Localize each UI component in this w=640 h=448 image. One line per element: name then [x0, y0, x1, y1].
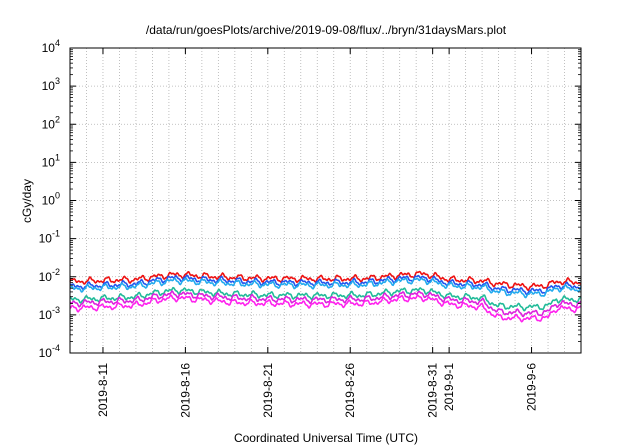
series-line	[69, 294, 582, 323]
y-tick-base: 10	[39, 346, 53, 360]
series-layer	[69, 270, 582, 323]
x-tick-label: 2019-8-11	[96, 363, 110, 417]
x-tick-label: 2019-8-26	[343, 363, 357, 418]
y-tick-exponent: -2	[52, 267, 60, 277]
y-tick-label: 10-3	[39, 305, 60, 322]
y-tick-exponent: -1	[52, 229, 60, 239]
grid	[70, 48, 581, 353]
y-tick-base: 10	[42, 155, 56, 169]
chart-title: /data/run/goesPlots/archive/2019-09-08/f…	[146, 23, 507, 37]
y-tick-label: 100	[42, 191, 60, 208]
y-tick-exponent: -4	[52, 343, 60, 353]
x-tick-label: 2019-8-31	[426, 363, 440, 418]
series-line	[69, 270, 582, 292]
y-tick-exponent: 2	[55, 114, 60, 124]
y-tick-exponent: 0	[55, 191, 60, 201]
y-tick-label: 104	[42, 38, 60, 55]
y-tick-label: 10-2	[39, 267, 60, 284]
y-tick-base: 10	[42, 41, 56, 55]
y-tick-base: 10	[39, 308, 53, 322]
y-tick-label: 101	[42, 152, 60, 169]
y-tick-base: 10	[39, 232, 53, 246]
series-line	[69, 290, 582, 318]
y-tick-exponent: -3	[52, 305, 60, 315]
x-axis-label: Coordinated Universal Time (UTC)	[234, 431, 418, 445]
x-tick-label: 2019-8-21	[261, 363, 275, 418]
y-tick-base: 10	[42, 79, 56, 93]
y-tick-label: 10-1	[39, 229, 60, 246]
x-tick-label: 2019-9-6	[525, 363, 539, 411]
y-tick-exponent: 4	[55, 38, 60, 48]
series-line	[69, 286, 581, 312]
y-tick-label: 102	[42, 114, 60, 131]
x-tick-label: 2019-8-16	[178, 363, 192, 418]
x-axis: 2019-8-11 2019-8-16 2019-8-21 2019-8-26 2019…	[96, 48, 539, 418]
series-line	[69, 277, 582, 299]
y-tick-exponent: 1	[55, 152, 60, 162]
y-axis-label: cGy/day	[20, 179, 34, 223]
y-tick-exponent: 3	[55, 76, 60, 86]
x-tick-label: 2019-9-1	[442, 363, 456, 411]
y-tick-base: 10	[42, 117, 56, 131]
y-tick-base: 10	[42, 194, 56, 208]
y-tick-base: 10	[39, 270, 53, 284]
y-tick-label: 10-4	[39, 343, 60, 360]
y-tick-label: 103	[42, 76, 60, 93]
